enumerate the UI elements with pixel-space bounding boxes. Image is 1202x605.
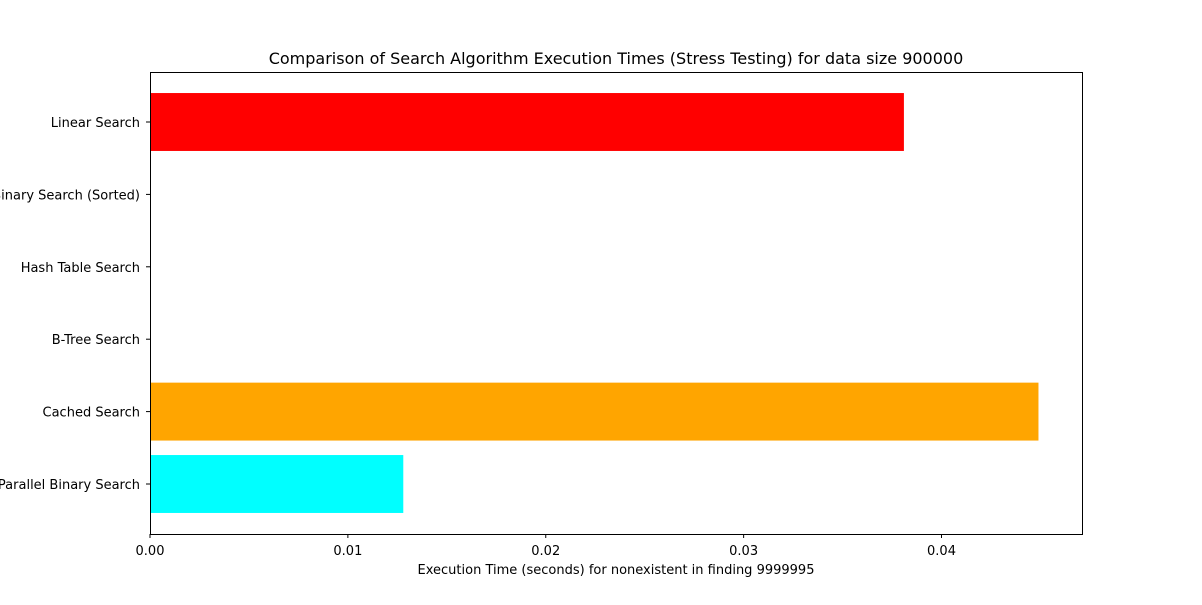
bar-parallel-binary-search	[150, 455, 404, 513]
x-axis-ticks: 0.00 0.01 0.02 0.03 0.04	[136, 534, 956, 559]
y-tick-label: Binary Search (Sorted)	[0, 188, 140, 203]
x-axis-label: Execution Time (seconds) for nonexistent…	[418, 563, 815, 578]
x-tick-label: 0.03	[729, 544, 758, 559]
chart-title: Comparison of Search Algorithm Execution…	[269, 49, 964, 68]
bars-group	[150, 93, 1039, 513]
y-axis-ticks: Linear Search Binary Search (Sorted) Hash …	[0, 116, 150, 493]
bar-linear-search	[150, 93, 904, 151]
x-tick-label: 0.04	[927, 544, 956, 559]
y-tick-label: Hash Table Search	[21, 261, 140, 276]
x-tick-label: 0.01	[333, 544, 362, 559]
x-tick-label: 0.02	[531, 544, 560, 559]
y-tick-label: B-Tree Search	[52, 333, 140, 348]
y-tick-label: Parallel Binary Search	[0, 478, 140, 493]
x-tick-label: 0.00	[136, 544, 165, 559]
bar-cached-search	[150, 382, 1039, 441]
y-tick-label: Linear Search	[51, 116, 140, 131]
plot-frame	[150, 72, 1083, 535]
y-tick-label: Cached Search	[43, 406, 140, 421]
